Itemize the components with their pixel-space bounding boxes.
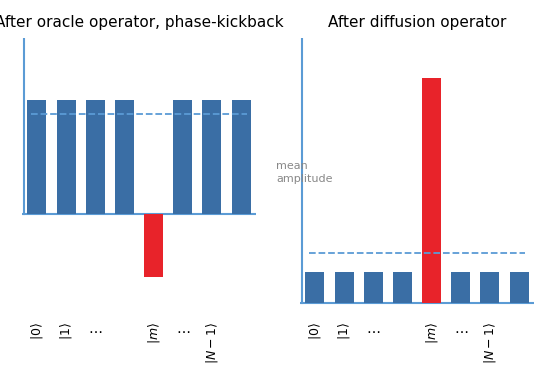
Bar <box>173 100 192 214</box>
Text: $|1\rangle$: $|1\rangle$ <box>58 322 74 340</box>
Bar <box>393 272 412 303</box>
Bar <box>364 272 383 303</box>
Text: $\ldots$: $\ldots$ <box>366 322 380 336</box>
Bar <box>57 100 76 214</box>
Bar <box>202 100 221 214</box>
Text: $|N-1\rangle$: $|N-1\rangle$ <box>204 322 220 364</box>
Text: $\ldots$: $\ldots$ <box>176 322 190 336</box>
Text: mean
amplitude: mean amplitude <box>276 161 333 184</box>
Bar <box>115 100 134 214</box>
Text: $|0\rangle$: $|0\rangle$ <box>307 322 323 340</box>
Bar <box>27 100 46 214</box>
Text: $\ldots$: $\ldots$ <box>88 322 102 336</box>
Title: After oracle operator, phase-kickback: After oracle operator, phase-kickback <box>0 15 284 30</box>
Bar <box>232 100 251 214</box>
Bar <box>480 272 499 303</box>
Bar <box>451 272 470 303</box>
Text: $|0\rangle$: $|0\rangle$ <box>29 322 45 340</box>
Bar <box>86 100 105 214</box>
Text: $|1\rangle$: $|1\rangle$ <box>336 322 352 340</box>
Bar <box>510 272 529 303</box>
Bar <box>305 272 324 303</box>
Bar <box>422 78 441 303</box>
Bar <box>144 214 163 277</box>
Text: $|N-1\rangle$: $|N-1\rangle$ <box>482 322 498 364</box>
Text: $|m\rangle$: $|m\rangle$ <box>146 322 162 344</box>
Title: After diffusion operator: After diffusion operator <box>328 15 506 30</box>
Text: $|m\rangle$: $|m\rangle$ <box>424 322 440 344</box>
Text: $\ldots$: $\ldots$ <box>454 322 468 336</box>
Bar <box>335 272 354 303</box>
